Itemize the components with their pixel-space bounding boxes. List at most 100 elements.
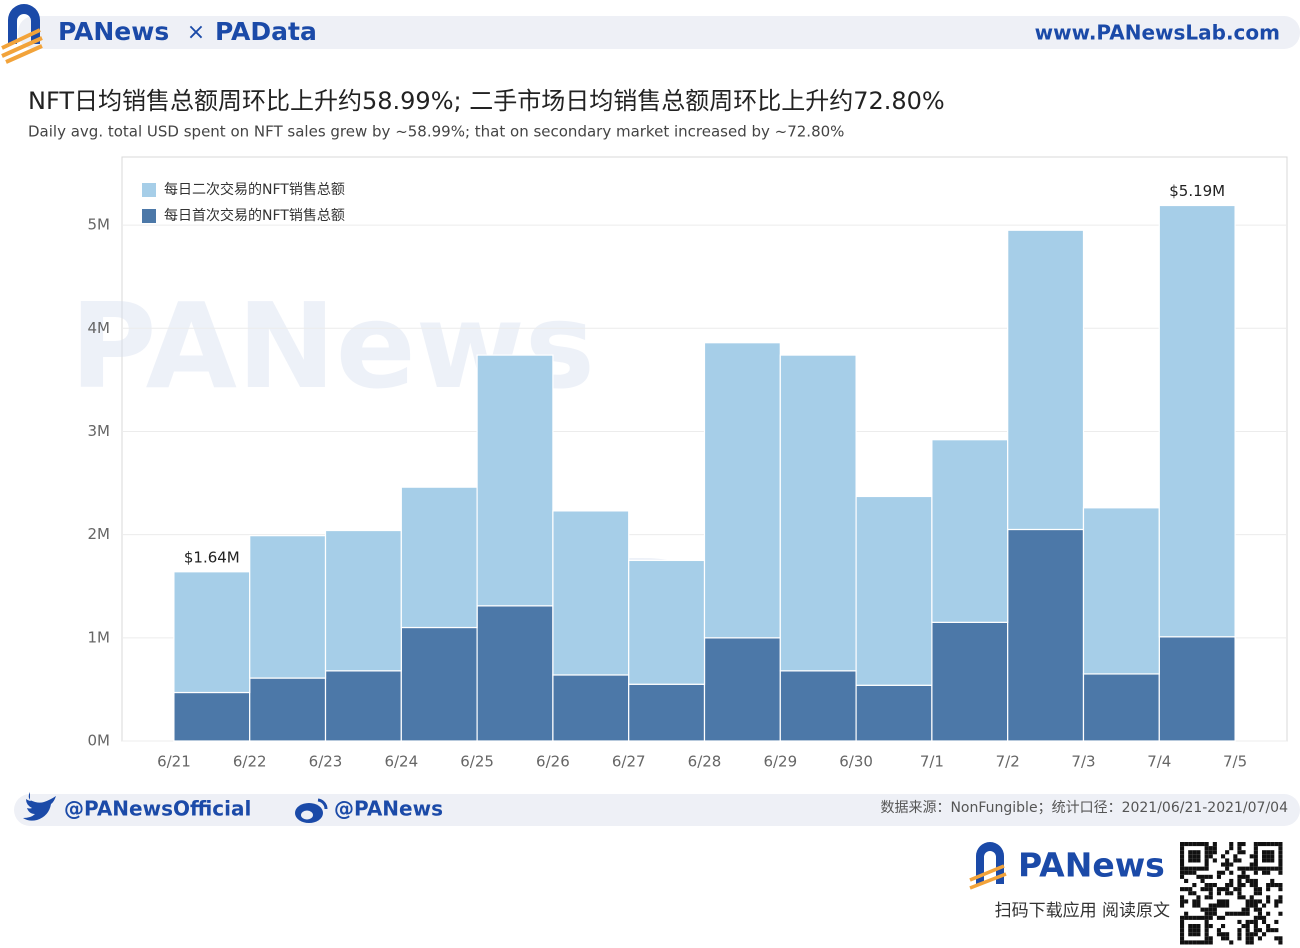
- header-logo-icon: [1, 4, 43, 64]
- qr-cell: [1253, 915, 1258, 920]
- qr-cell: [1241, 907, 1246, 912]
- qr-cell: [1274, 899, 1279, 904]
- qr-cell: [1233, 887, 1238, 892]
- weibo-icon: [295, 798, 328, 823]
- bar: [552, 510, 630, 676]
- qr-cell: [1180, 866, 1185, 871]
- qr-cell: [1237, 936, 1242, 941]
- qr-cell: [1196, 874, 1201, 879]
- annotation: $5.19M: [1169, 182, 1225, 200]
- qr-cell: [1266, 883, 1271, 888]
- qr-cell: [1257, 936, 1262, 941]
- qr-cell: [1208, 940, 1213, 945]
- qr-cell: [1237, 874, 1242, 879]
- qr-cell: [1180, 862, 1185, 867]
- qr-cell: [1249, 903, 1254, 908]
- qr-cell: [1266, 899, 1271, 904]
- qr-cell: [1188, 854, 1193, 859]
- qr-cell: [1180, 940, 1185, 945]
- brand-separator: ×: [187, 20, 205, 45]
- footer-logo-icon: [969, 842, 1007, 890]
- qr-cell: [1253, 899, 1258, 904]
- qr-cell: [1204, 866, 1209, 871]
- qr-cell: [1216, 903, 1221, 908]
- qr-cell: [1241, 895, 1246, 900]
- qr-cell: [1184, 887, 1189, 892]
- header-band: [18, 16, 1300, 49]
- footer-cta: 扫码下载应用 阅读原文: [995, 901, 1170, 921]
- qr-cell: [1257, 887, 1262, 892]
- qr-cell: [1237, 891, 1242, 896]
- qr-cell: [1270, 842, 1275, 847]
- qr-cell: [1188, 866, 1193, 871]
- qr-cell: [1212, 846, 1217, 851]
- qr-cell: [1188, 932, 1193, 937]
- qr-cell: [1241, 850, 1246, 855]
- qr-cell: [1225, 903, 1230, 908]
- qr-cell: [1270, 883, 1275, 888]
- qr-cell: [1216, 887, 1221, 892]
- qr-cell: [1233, 858, 1238, 863]
- qr-cell: [1274, 936, 1279, 941]
- qr-cell: [1208, 924, 1213, 929]
- qr-cell: [1221, 936, 1226, 941]
- y-tick-label: 1M: [88, 628, 111, 646]
- x-tick-label: 6/29: [763, 753, 797, 771]
- qr-cell: [1278, 895, 1283, 900]
- qr-cell: [1180, 854, 1185, 859]
- qr-cell: [1278, 846, 1283, 851]
- bar: [476, 605, 554, 742]
- qr-cell: [1237, 866, 1242, 871]
- qr-cell: [1278, 899, 1283, 904]
- qr-cell: [1257, 928, 1262, 933]
- qr-cell: [1241, 924, 1246, 929]
- qr-cell: [1184, 842, 1189, 847]
- qr-cell: [1266, 895, 1271, 900]
- qr-cell: [1278, 866, 1283, 871]
- qr-cell: [1200, 878, 1205, 883]
- qr-cell: [1225, 936, 1230, 941]
- weibo-handle[interactable]: @PANews: [334, 797, 443, 821]
- qr-cell: [1229, 862, 1234, 867]
- qr-cell: [1257, 907, 1262, 912]
- qr-cell: [1221, 899, 1226, 904]
- qr-cell: [1212, 911, 1217, 916]
- qr-cell: [1278, 911, 1283, 916]
- bar: [1158, 636, 1236, 742]
- qr-cell: [1278, 854, 1283, 859]
- qr-cell: [1192, 928, 1197, 933]
- qr-cell: [1180, 874, 1185, 879]
- bar: [779, 670, 857, 742]
- qr-cell: [1253, 903, 1258, 908]
- qr-cell: [1233, 911, 1238, 916]
- qr-cell: [1253, 924, 1258, 929]
- qr-cell: [1225, 850, 1230, 855]
- qr-cell: [1208, 936, 1213, 941]
- qr-cell: [1253, 854, 1258, 859]
- bar: [1007, 229, 1085, 531]
- qr-cell: [1188, 924, 1193, 929]
- qr-cell: [1257, 842, 1262, 847]
- header-url[interactable]: www.PANewsLab.com: [1035, 21, 1280, 45]
- qr-cell: [1266, 858, 1271, 863]
- legend-label: 每日二次交易的NFT销售总额: [164, 181, 345, 198]
- qr-cell: [1208, 854, 1213, 859]
- qr-cell: [1196, 858, 1201, 863]
- qr-cell: [1204, 911, 1209, 916]
- qr-cell: [1204, 919, 1209, 924]
- qr-cell: [1180, 870, 1185, 875]
- qr-cell: [1274, 842, 1279, 847]
- qr-cell: [1278, 842, 1283, 847]
- qr-cell: [1196, 899, 1201, 904]
- qr-cell: [1216, 899, 1221, 904]
- qr-code[interactable]: [1180, 842, 1283, 945]
- qr-cell: [1204, 928, 1209, 933]
- twitter-handle[interactable]: @PANewsOfficial: [64, 797, 251, 821]
- qr-cell: [1262, 858, 1267, 863]
- qr-cell: [1249, 878, 1254, 883]
- qr-cell: [1274, 928, 1279, 933]
- qr-cell: [1196, 932, 1201, 937]
- qr-cell: [1200, 915, 1205, 920]
- chart-title: NFT日均销售总额周环比上升约58.99%; 二手市场日均销售总额周环比上升约7…: [28, 87, 945, 115]
